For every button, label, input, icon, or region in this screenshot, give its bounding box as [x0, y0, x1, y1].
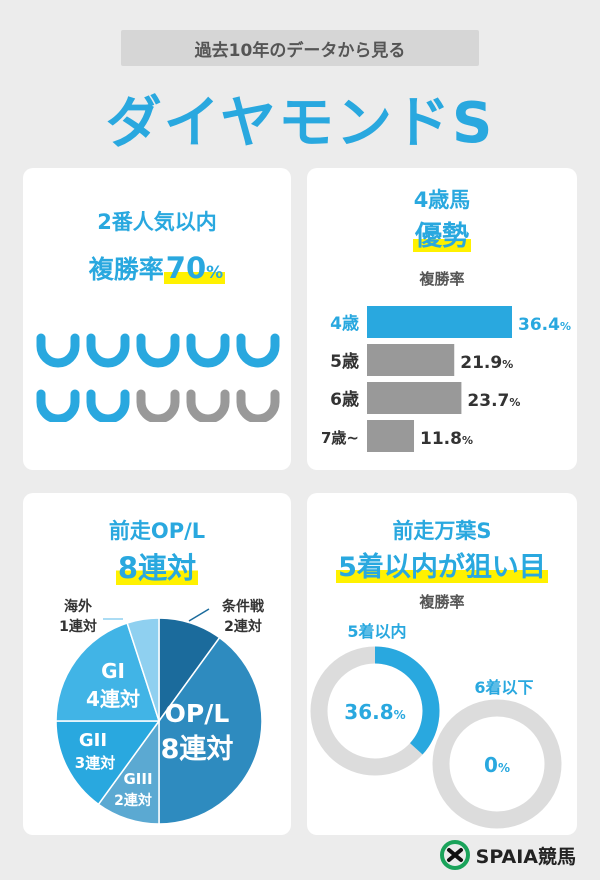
card3-subheading-text: 8連対 — [115, 551, 199, 585]
pie-slice — [55, 720, 161, 806]
donut-series-label: 6着以下 — [474, 678, 533, 697]
pie-label: 条件戦 — [221, 598, 265, 615]
prev-race-pie-chart: 条件戦 2連対 OP/L 8連対 GIII 2連対 GII 3連対 GI 4連対 海外 1連対 — [55, 598, 265, 825]
card1-stat: 複勝率70% — [23, 250, 291, 286]
card1-heading: 2番人気以内 — [97, 210, 217, 234]
horseshoe-icon — [36, 333, 80, 368]
horseshoe-icon — [86, 389, 130, 422]
bar-value-label: 11.8% — [420, 429, 473, 449]
bar-category-label: 7歳~ — [321, 429, 359, 447]
pie-value-label: 8連対 — [161, 734, 234, 765]
logo-text: SPAIA競馬 — [475, 845, 576, 868]
card1-stat-unit: % — [206, 263, 224, 283]
bar — [367, 344, 455, 376]
pie-value-label: 2連対 — [224, 618, 262, 635]
card1-stat-value: 70 — [165, 251, 207, 285]
bar-value-label: 23.7% — [467, 391, 520, 411]
pie-value-label: 4連対 — [86, 687, 140, 711]
horseshoe-icon — [36, 389, 80, 422]
pie-label: OP/L — [165, 699, 230, 728]
bar-value-label: 21.9% — [460, 353, 513, 373]
horseshoe-icon — [136, 389, 180, 422]
card-popularity: 2番人気以内 複勝率70% — [23, 168, 291, 470]
card4-subheading-text: 5着以内が狙い目 — [336, 552, 548, 583]
card3-subheading: 8連対 — [23, 545, 291, 587]
bar-category-label: 6歳 — [330, 389, 359, 410]
pie-value-label: 1連対 — [59, 618, 97, 635]
pie-slice — [158, 636, 263, 825]
horseshoe-grid — [36, 333, 280, 422]
card4-metric: 複勝率 — [419, 593, 465, 611]
age-bar-chart: 4歳 36.4% 5歳 21.9% 6歳 23.7% 7歳~ 11.8% — [321, 306, 571, 452]
card2-subheading: 優勢 — [307, 214, 577, 253]
horseshoe-icon — [186, 389, 230, 422]
donut-series-label: 5着以内 — [347, 622, 406, 641]
card2-metric: 複勝率 — [419, 270, 465, 288]
card4-subheading: 5着以内が狙い目 — [307, 545, 577, 584]
card-age: 4歳馬 優勢 複勝率 — [307, 168, 577, 470]
horseshoe-icon — [186, 333, 230, 368]
card1-stat-label: 複勝率 — [88, 255, 164, 284]
card2-heading: 4歳馬 — [413, 188, 471, 212]
pie-value-label: 2連対 — [114, 792, 152, 809]
donut-value-label: 36.8% — [344, 700, 405, 724]
bar — [367, 382, 462, 414]
card3-heading: 前走OP/L — [108, 519, 206, 543]
horseshoe-icon — [236, 389, 280, 422]
pie-label: GI — [101, 659, 125, 683]
donut-arc — [374, 646, 440, 755]
card4-heading: 前走万葉S — [392, 519, 492, 543]
bar — [367, 306, 512, 338]
pie-label: 海外 — [64, 598, 92, 615]
spaia-logo: SPAIA競馬 — [439, 840, 576, 870]
subtitle: 過去10年のデータから見る — [121, 30, 479, 66]
leader-line — [188, 608, 210, 622]
horseshoe-icon — [136, 333, 180, 368]
donut-track — [432, 699, 562, 829]
bar-category-label: 4歳 — [330, 313, 359, 334]
pie-label: GIII — [123, 770, 152, 788]
horseshoe-icon — [86, 333, 130, 368]
bar — [367, 420, 415, 452]
card1-stat-highlight: 70% — [163, 251, 226, 285]
pie-value-label: 3連対 — [75, 754, 115, 772]
bar-category-label: 5歳 — [330, 351, 359, 372]
page-title: ダイヤモンドS — [105, 91, 495, 156]
card2-subheading-text: 優勢 — [413, 221, 471, 252]
spaia-logo-icon — [439, 840, 470, 870]
bar-value-label: 36.4% — [518, 315, 571, 335]
pie-slice — [55, 622, 161, 722]
manyo-donut-charts: 5着以内 36.8% 6着以下 0% — [310, 622, 562, 829]
pie-slice — [126, 617, 160, 722]
horseshoe-icon — [236, 333, 280, 368]
donut-value-label: 0% — [484, 753, 510, 777]
pie-label: GII — [79, 730, 107, 751]
